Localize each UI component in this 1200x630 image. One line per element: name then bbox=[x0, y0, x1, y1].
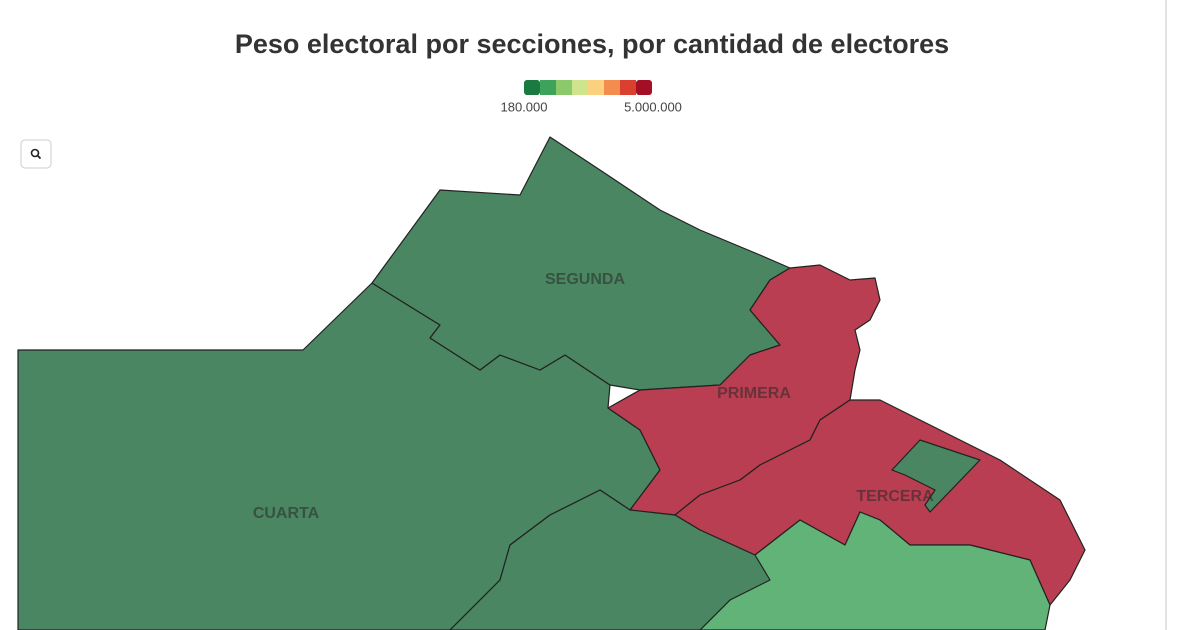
legend-swatch bbox=[588, 80, 604, 95]
legend-swatch bbox=[556, 80, 572, 95]
legend-swatch bbox=[572, 80, 588, 95]
legend-swatch bbox=[604, 80, 620, 95]
legend-swatch bbox=[524, 80, 540, 95]
legend-swatch bbox=[620, 80, 636, 95]
region-label: TERCERA bbox=[856, 488, 934, 505]
search-button-box[interactable] bbox=[20, 139, 52, 169]
legend-max-label: 5.000.000 bbox=[624, 99, 682, 114]
region-label: PRIMERA bbox=[717, 385, 791, 402]
sub-region bbox=[449, 489, 771, 630]
region-label: SEGUNDA bbox=[545, 271, 625, 288]
region-label: CUARTA bbox=[253, 505, 320, 522]
sub-region bbox=[891, 439, 981, 513]
chart-title: Peso electoral por secciones, por cantid… bbox=[235, 29, 949, 59]
legend-min-label: 180.000 bbox=[501, 99, 548, 114]
legend-swatch bbox=[540, 80, 556, 95]
search-icon bbox=[30, 148, 40, 158]
legend-swatch bbox=[636, 80, 652, 95]
search-icon bbox=[36, 154, 42, 160]
legend bbox=[524, 80, 652, 95]
search-button[interactable] bbox=[20, 139, 52, 169]
